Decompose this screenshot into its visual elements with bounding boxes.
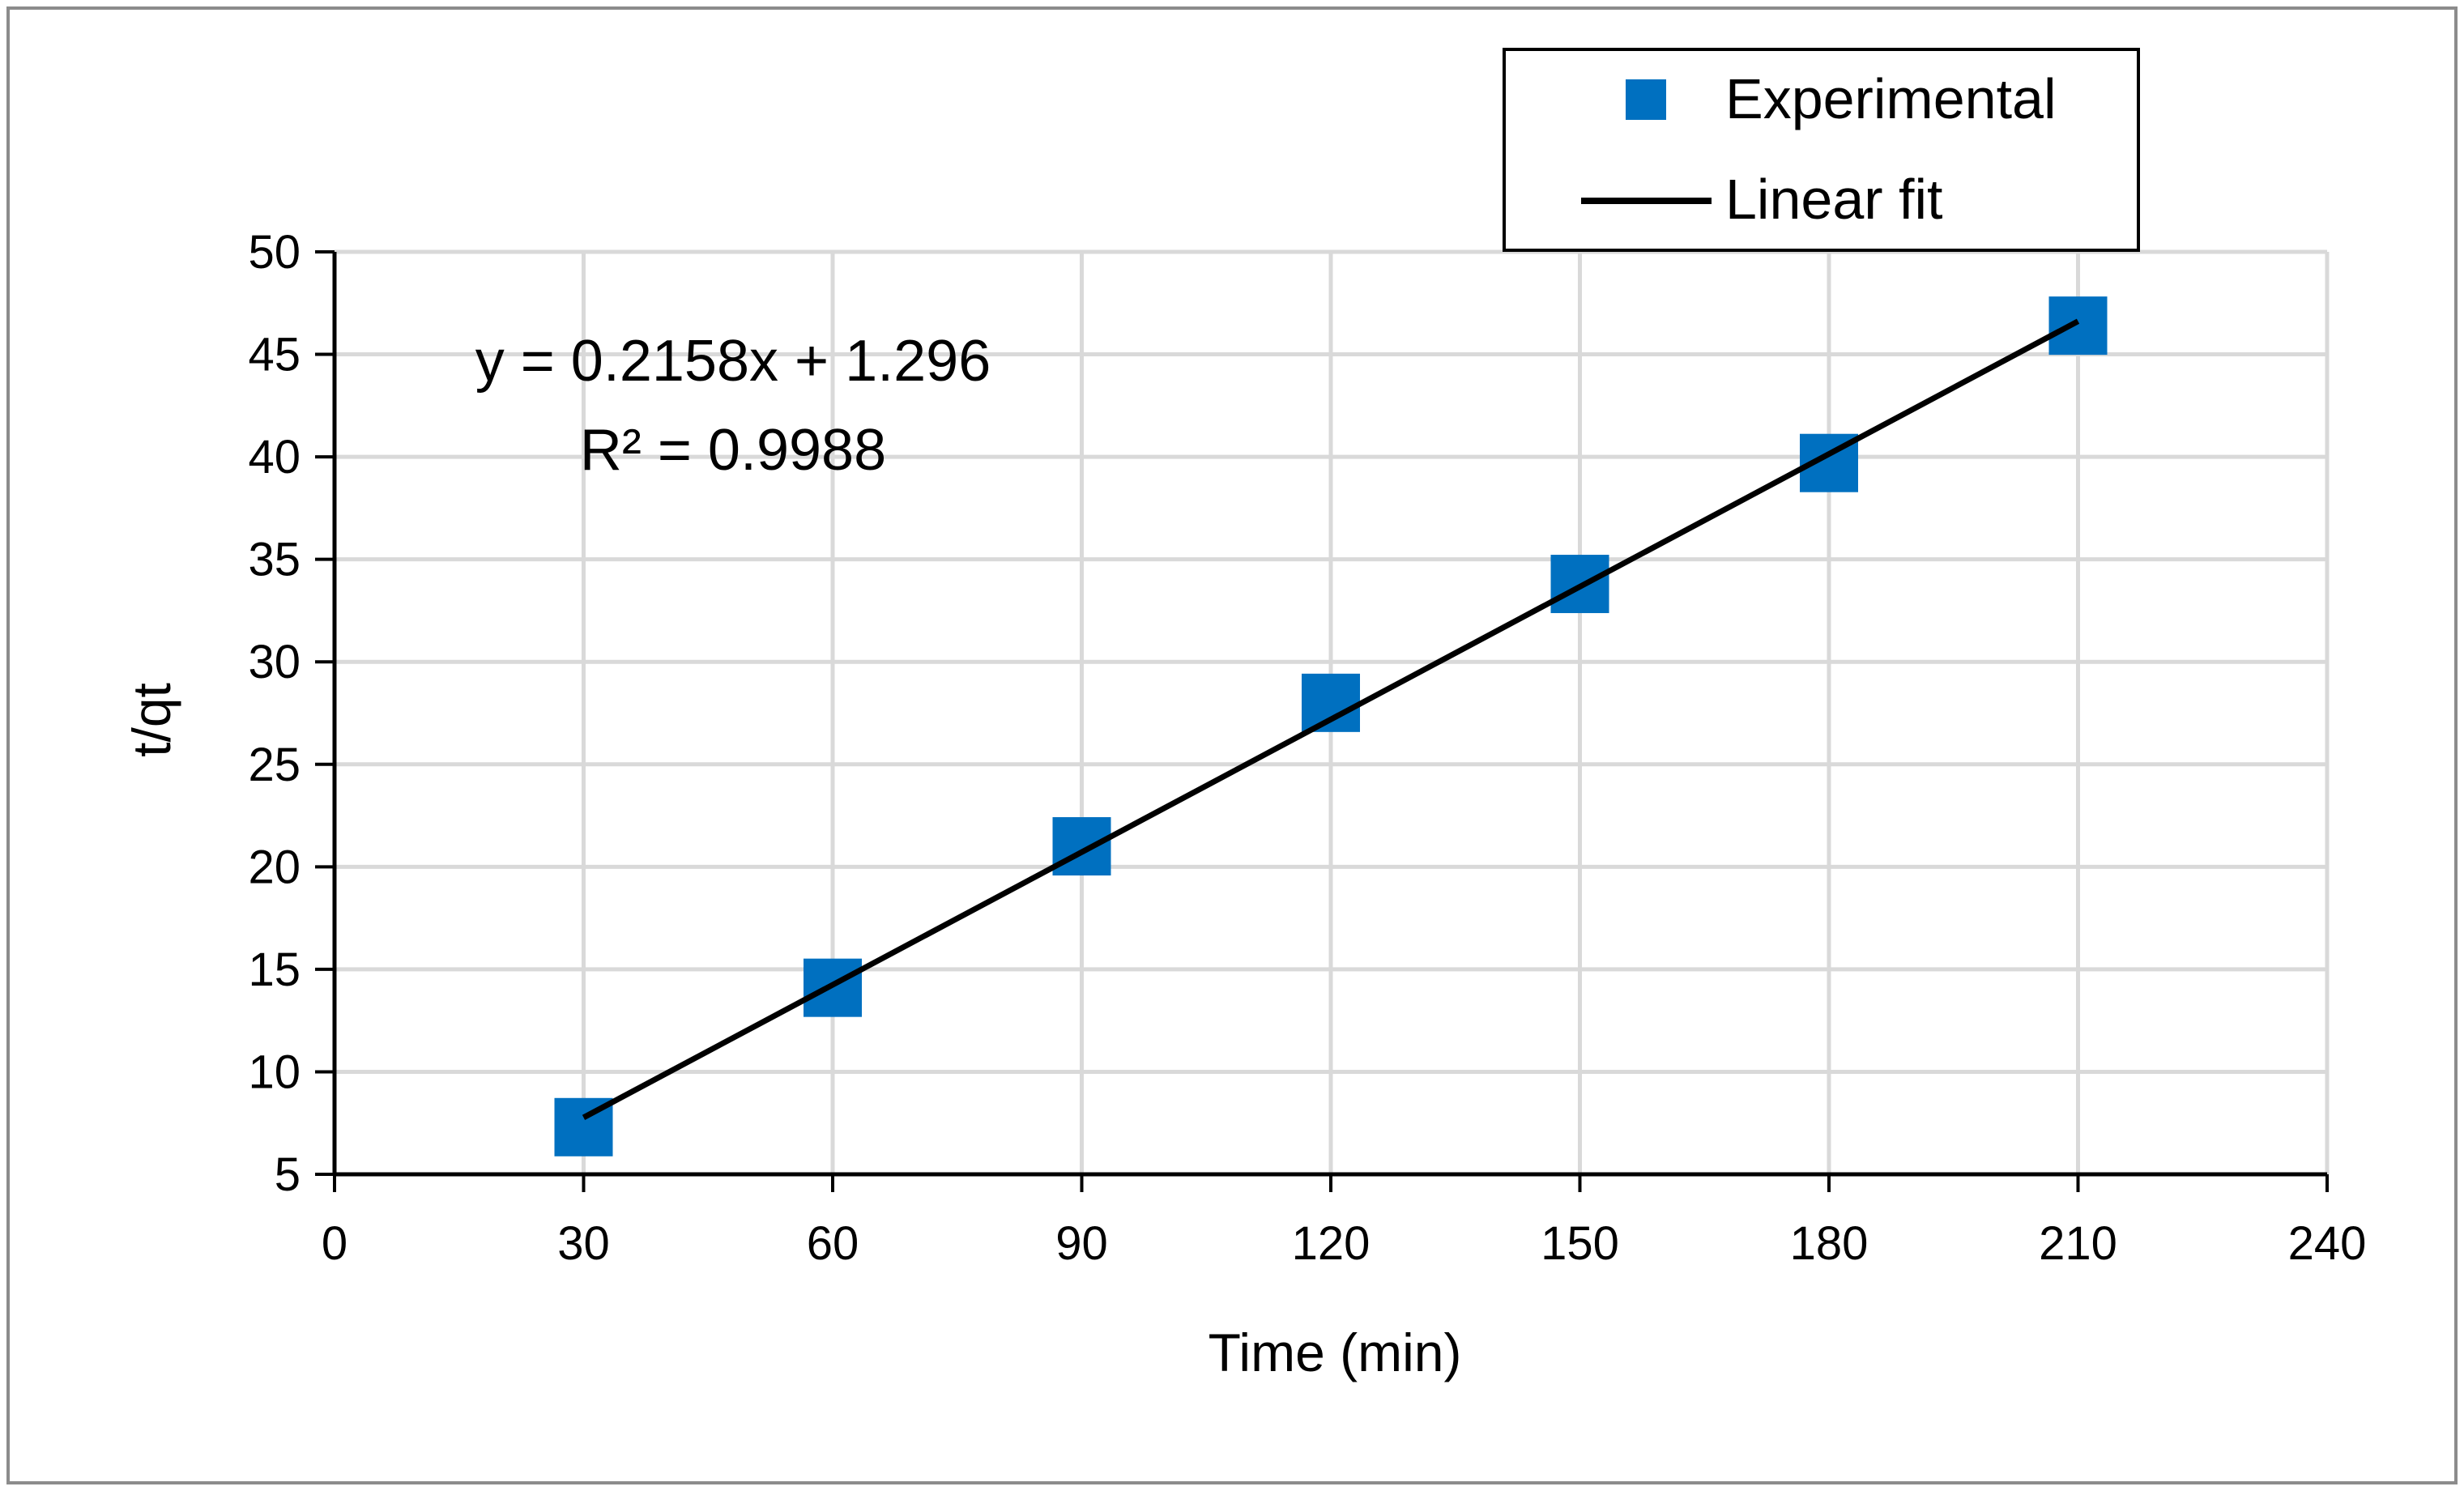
legend: Experimental Linear fit — [1503, 48, 2140, 252]
x-tick-label: 90 — [1055, 1217, 1108, 1270]
experimental-marker — [2048, 296, 2108, 356]
legend-marker-experimental — [1626, 79, 1666, 120]
y-tick-label: 10 — [248, 1046, 301, 1098]
x-tick-label: 180 — [1790, 1217, 1869, 1270]
x-tick-label: 0 — [322, 1217, 347, 1270]
legend-label-linear-fit: Linear fit — [1725, 168, 1942, 231]
x-tick-label: 30 — [557, 1217, 610, 1270]
axes-layer: 5 10 15 20 25 30 35 40 45 50 0 30 60 90 120 150 180 210 24… — [248, 226, 2366, 1270]
y-tick-label: 30 — [248, 636, 301, 688]
x-tick-label: 60 — [807, 1217, 859, 1270]
equation-label: y = 0.2158x + 1.296 — [475, 329, 991, 394]
experimental-marker — [1052, 817, 1111, 876]
x-axis-title: Time (min) — [1209, 1322, 1462, 1382]
r-squared-label: R² = 0.9988 — [580, 418, 886, 483]
experimental-marker — [1302, 673, 1360, 732]
x-tick-label: 240 — [2288, 1217, 2367, 1270]
y-tick-label: 50 — [248, 226, 301, 279]
y-tick-label: 45 — [248, 329, 301, 381]
x-tick-label: 150 — [1541, 1217, 1619, 1270]
y-tick-label: 5 — [275, 1148, 301, 1201]
y-tick-label: 15 — [248, 943, 301, 996]
y-tick-label: 40 — [248, 431, 301, 483]
y-tick-label: 25 — [248, 739, 301, 791]
x-tick-label: 120 — [1292, 1217, 1371, 1270]
legend-label-experimental: Experimental — [1725, 67, 2057, 130]
y-tick-label: 20 — [248, 841, 301, 893]
y-axis-title: t/qt — [121, 683, 181, 757]
series-layer — [554, 296, 2108, 1156]
grid-layer — [335, 249, 2330, 1174]
x-tick-label: 210 — [2039, 1217, 2117, 1270]
y-tick-label: 35 — [248, 534, 301, 586]
linear-fit-line — [582, 318, 2080, 1120]
legend-box — [1503, 48, 2140, 252]
